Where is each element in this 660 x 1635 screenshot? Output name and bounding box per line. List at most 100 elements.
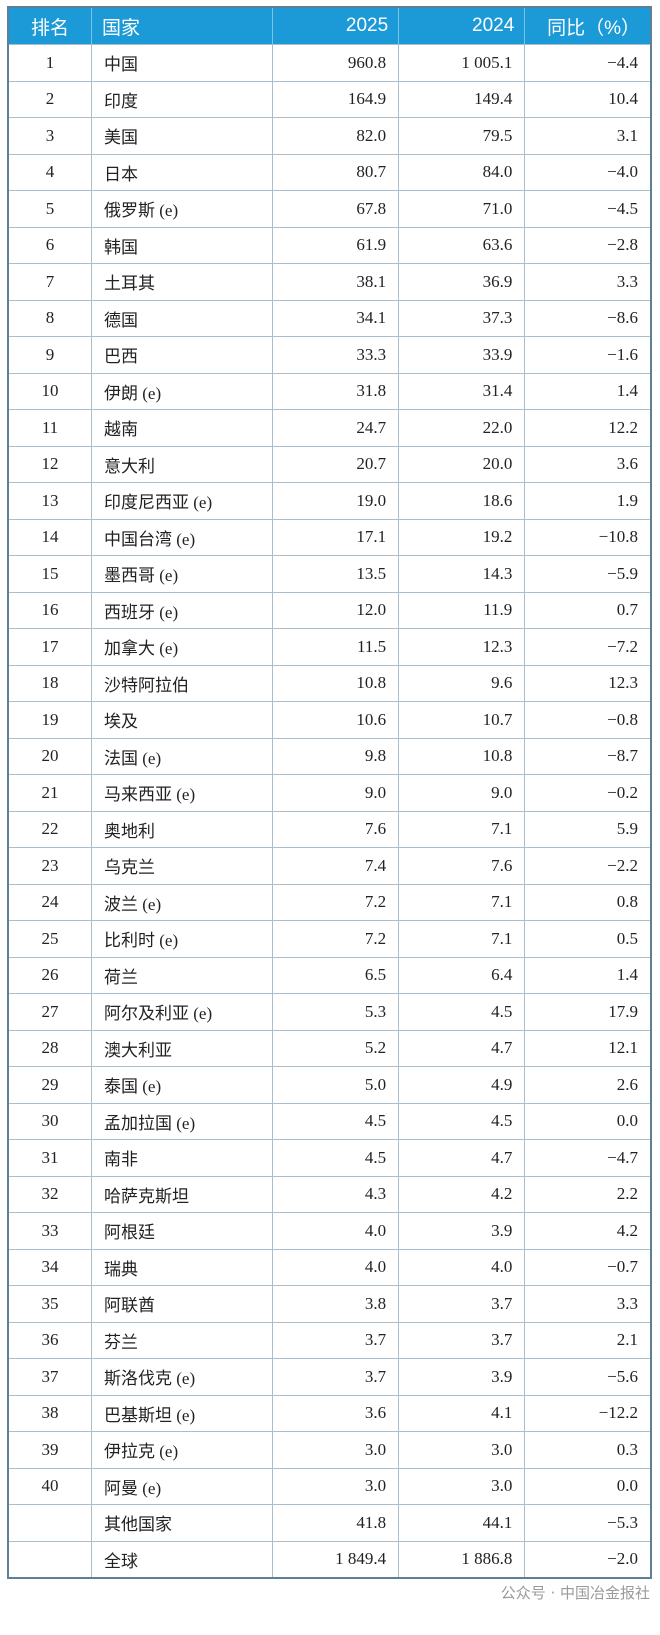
cell-country: 加拿大 (e)	[91, 628, 273, 666]
cell-country: 印度尼西亚 (e)	[91, 482, 273, 520]
table-row: 11 越南 24.7 22.0 12.2	[7, 409, 652, 447]
cell-2025: 4.3	[271, 1175, 400, 1213]
cell-2024: 22.0	[398, 409, 526, 447]
cell-country: 奥地利	[91, 810, 273, 848]
table-row: 16 西班牙 (e) 12.0 11.9 0.7	[7, 591, 652, 629]
cell-rank: 15	[7, 555, 92, 593]
table-row: 27 阿尔及利亚 (e) 5.3 4.5 17.9	[7, 993, 652, 1031]
cell-2025: 67.8	[271, 190, 400, 228]
table-row: 1 中国 960.8 1 005.1 −4.4	[7, 44, 652, 82]
table-row: 13 印度尼西亚 (e) 19.0 18.6 1.9	[7, 482, 652, 520]
cell-country: 南非	[91, 1139, 273, 1177]
cell-yoy: 12.3	[524, 664, 652, 702]
cell-yoy: 2.6	[524, 1066, 652, 1104]
cell-rank: 6	[7, 226, 92, 264]
cell-country: 越南	[91, 409, 273, 447]
cell-yoy: 12.2	[524, 409, 652, 447]
cell-country: 瑞典	[91, 1248, 273, 1286]
cell-country: 阿联酋	[91, 1285, 273, 1323]
cell-yoy: −8.6	[524, 299, 652, 337]
cell-yoy: 0.5	[524, 920, 652, 958]
table-row: 37 斯洛伐克 (e) 3.7 3.9 −5.6	[7, 1358, 652, 1396]
cell-2024: 10.7	[398, 701, 526, 739]
cell-yoy: 0.0	[524, 1467, 652, 1505]
cell-country: 斯洛伐克 (e)	[91, 1358, 273, 1396]
cell-country: 乌克兰	[91, 847, 273, 885]
cell-rank: 2	[7, 80, 92, 118]
cell-2024: 14.3	[398, 555, 526, 593]
cell-country: 德国	[91, 299, 273, 337]
cell-2025: 38.1	[271, 263, 400, 301]
table-row: 30 孟加拉国 (e) 4.5 4.5 0.0	[7, 1102, 652, 1140]
watermark: 公众号 · 中国冶金报社	[500, 1584, 650, 1602]
cell-rank: 27	[7, 993, 92, 1031]
cell-yoy: −12.2	[524, 1394, 652, 1432]
cell-yoy: 3.1	[524, 117, 652, 155]
cell-country: 哈萨克斯坦	[91, 1175, 273, 1213]
table-row: 31 南非 4.5 4.7 −4.7	[7, 1139, 652, 1177]
cell-rank: 32	[7, 1175, 92, 1213]
table-row: 39 伊拉克 (e) 3.0 3.0 0.3	[7, 1431, 652, 1469]
cell-2024: 36.9	[398, 263, 526, 301]
header-rank: 排名	[8, 7, 92, 45]
cell-rank: 17	[7, 628, 92, 666]
cell-yoy: 12.1	[524, 1029, 652, 1067]
cell-2024: 6.4	[398, 956, 526, 994]
cell-yoy: 4.2	[524, 1212, 652, 1250]
cell-country: 巴西	[91, 336, 273, 374]
table-row: 10 伊朗 (e) 31.8 31.4 1.4	[7, 372, 652, 410]
cell-rank: 35	[7, 1285, 92, 1323]
cell-country: 俄罗斯 (e)	[91, 190, 273, 228]
cell-2025: 3.7	[271, 1358, 400, 1396]
cell-2025: 13.5	[271, 555, 400, 593]
table-row: 3 美国 82.0 79.5 3.1	[7, 117, 652, 155]
cell-yoy: −8.7	[524, 737, 652, 775]
cell-country: 马来西亚 (e)	[91, 774, 273, 812]
cell-2025: 3.0	[271, 1467, 400, 1505]
cell-rank: 8	[7, 299, 92, 337]
cell-country: 中国台湾 (e)	[91, 518, 273, 556]
cell-country: 巴基斯坦 (e)	[91, 1394, 273, 1432]
cell-2024: 1 005.1	[398, 44, 526, 82]
cell-2025: 3.0	[271, 1431, 400, 1469]
cell-2024: 71.0	[398, 190, 526, 228]
cell-rank: 22	[7, 810, 92, 848]
cell-2025: 960.8	[271, 44, 400, 82]
cell-rank: 19	[7, 701, 92, 739]
cell-2024: 20.0	[398, 445, 526, 483]
cell-2024: 4.7	[398, 1139, 526, 1177]
cell-yoy: 17.9	[524, 993, 652, 1031]
cell-rank	[7, 1504, 92, 1542]
cell-2025: 10.6	[271, 701, 400, 739]
cell-country: 波兰 (e)	[91, 883, 273, 921]
cell-2025: 17.1	[271, 518, 400, 556]
cell-2024: 63.6	[398, 226, 526, 264]
table-row: 14 中国台湾 (e) 17.1 19.2 −10.8	[7, 518, 652, 556]
cell-2025: 4.5	[271, 1139, 400, 1177]
cell-2025: 24.7	[271, 409, 400, 447]
cell-rank: 26	[7, 956, 92, 994]
cell-country: 法国 (e)	[91, 737, 273, 775]
cell-2025: 61.9	[271, 226, 400, 264]
cell-rank: 29	[7, 1066, 92, 1104]
cell-rank: 23	[7, 847, 92, 885]
cell-2025: 33.3	[271, 336, 400, 374]
table-row: 其他国家 41.8 44.1 −5.3	[7, 1504, 652, 1542]
table-row: 38 巴基斯坦 (e) 3.6 4.1 −12.2	[7, 1394, 652, 1432]
cell-2024: 3.7	[398, 1321, 526, 1359]
table-row: 15 墨西哥 (e) 13.5 14.3 −5.9	[7, 555, 652, 593]
cell-rank: 21	[7, 774, 92, 812]
cell-yoy: 2.2	[524, 1175, 652, 1213]
cell-2024: 3.7	[398, 1285, 526, 1323]
cell-yoy: 0.8	[524, 883, 652, 921]
cell-rank: 33	[7, 1212, 92, 1250]
cell-rank: 38	[7, 1394, 92, 1432]
cell-country: 泰国 (e)	[91, 1066, 273, 1104]
table-row: 4 日本 80.7 84.0 −4.0	[7, 153, 652, 191]
table-row: 21 马来西亚 (e) 9.0 9.0 −0.2	[7, 774, 652, 812]
cell-2025: 5.3	[271, 993, 400, 1031]
cell-2024: 9.0	[398, 774, 526, 812]
cell-2024: 4.5	[398, 1102, 526, 1140]
cell-2024: 10.8	[398, 737, 526, 775]
cell-country: 阿尔及利亚 (e)	[91, 993, 273, 1031]
